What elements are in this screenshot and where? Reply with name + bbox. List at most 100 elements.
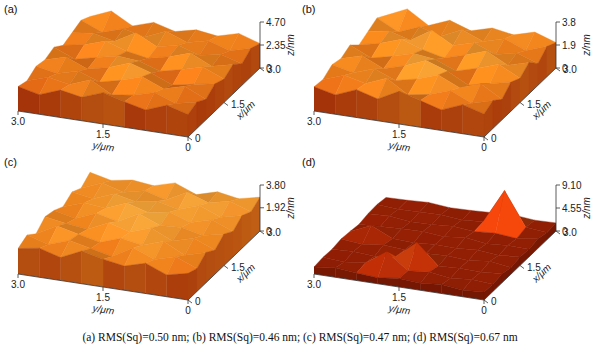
y-tick — [484, 300, 485, 304]
surface-wall — [242, 212, 251, 248]
y-tick-label: 3.0 — [11, 116, 25, 127]
y-tick-label: 0 — [481, 305, 487, 316]
y-tick — [314, 274, 315, 278]
z-tick — [556, 45, 560, 46]
figure-svg: 01.53.001.53.002.354.70x/μmy/μmz/nm(a)01… — [0, 0, 600, 351]
x-tick — [556, 231, 560, 234]
surface-cell — [136, 191, 166, 202]
z-tick-label: 4.55 — [562, 203, 582, 214]
surface-wall — [378, 91, 399, 124]
x-axis-line — [188, 231, 260, 300]
x-axis-title: x/μm — [529, 262, 553, 286]
surface-wall — [206, 250, 215, 283]
surface-wall — [511, 257, 520, 274]
y-tick-label: 1.5 — [96, 129, 110, 140]
z-tick-label: 2.35 — [266, 40, 286, 51]
y-tick — [399, 287, 400, 291]
z-tick-label: 0 — [266, 63, 272, 74]
x-tick-label: 0 — [491, 133, 497, 144]
surface-wall — [357, 90, 378, 121]
z-tick — [556, 208, 560, 209]
x-tick-label: 0 — [195, 133, 201, 144]
y-axis-title: y/μm — [387, 302, 411, 316]
surface-wall — [197, 252, 206, 291]
x-axis-title: x/μm — [529, 99, 553, 123]
surface-wall — [314, 87, 335, 114]
x-tick — [224, 266, 228, 269]
z-tick — [260, 185, 264, 186]
surface-wall — [242, 48, 251, 85]
y-tick-label: 0 — [185, 142, 191, 153]
surface-wall — [39, 248, 60, 280]
panel: 01.53.001.53.004.559.10x/μmy/μmz/nm(d) — [302, 156, 592, 317]
y-tick-label: 0 — [185, 305, 191, 316]
surface-cell — [72, 20, 102, 33]
surface-wall — [61, 90, 82, 121]
x-axis-line — [188, 68, 260, 137]
surface-wall — [233, 216, 242, 257]
z-tick-label: 1.92 — [266, 202, 286, 213]
x-axis-title: x/μm — [233, 262, 257, 286]
surface-wall — [420, 101, 441, 131]
y-axis-title: y/μm — [387, 139, 411, 153]
y-tick-label: 1.5 — [96, 292, 110, 303]
x-tick — [484, 300, 488, 303]
x-ticks: 01.53.0 — [188, 64, 281, 144]
x-tick — [520, 266, 524, 269]
z-tick-label: 1.9 — [562, 40, 576, 51]
z-axis-title: z/nm — [285, 34, 296, 57]
z-tick-label: 3.8 — [562, 17, 576, 28]
z-axis-title: z/nm — [581, 197, 592, 220]
panel: 01.53.001.53.002.354.70x/μmy/μmz/nm(a) — [4, 3, 296, 154]
x-tick-label: 0 — [195, 296, 201, 307]
y-tick-label: 1.5 — [392, 292, 406, 303]
surface-wall — [167, 273, 188, 300]
surface-cell — [496, 191, 526, 239]
figure: 01.53.001.53.002.354.70x/μmy/μmz/nm(a)01… — [0, 0, 600, 351]
x-tick — [260, 231, 264, 234]
surface-wall — [18, 87, 39, 115]
surface-wall — [61, 251, 82, 284]
z-tick — [556, 22, 560, 23]
surface-wall — [502, 82, 511, 120]
surface-wall — [511, 78, 520, 111]
x-ticks: 01.53.0 — [188, 227, 281, 307]
surface-wall — [146, 263, 167, 297]
surface-wall — [82, 251, 103, 287]
panel-title: (c) — [4, 156, 17, 168]
x-axis-line — [484, 231, 556, 300]
z-ticks: 04.559.10 — [556, 180, 582, 237]
surface-wall — [224, 231, 233, 265]
y-tick — [399, 124, 400, 128]
panel-title: (a) — [4, 3, 17, 15]
y-tick-label: 0 — [481, 142, 487, 153]
z-tick — [556, 68, 560, 69]
surface-wall — [529, 239, 538, 257]
y-ticks: 01.53.0 — [307, 274, 487, 316]
plot-area — [18, 11, 260, 137]
x-axis-line — [484, 68, 556, 137]
x-tick — [556, 68, 560, 71]
caption: (a) RMS(Sq)=0.50 nm; (b) RMS(Sq)=0.46 nm… — [82, 331, 517, 344]
x-axis-title: x/μm — [233, 99, 257, 123]
surface-wall — [251, 197, 260, 240]
surface-wall — [442, 105, 463, 134]
z-tick — [556, 231, 560, 232]
y-tick — [188, 300, 189, 304]
z-tick — [260, 45, 264, 46]
z-tick — [260, 231, 264, 232]
z-axis-title: z/nm — [581, 34, 592, 57]
panel: 01.53.001.53.001.93.8x/μmy/μmz/nm(b) — [302, 3, 592, 154]
y-tick — [484, 137, 485, 141]
z-tick-label: 9.10 — [562, 180, 582, 191]
z-ticks: 01.93.8 — [556, 17, 576, 74]
y-axis-title: y/μm — [91, 139, 115, 153]
x-tick — [188, 137, 192, 140]
surface-wall — [82, 93, 103, 124]
z-tick — [260, 68, 264, 69]
surface-wall — [188, 102, 197, 137]
y-tick — [103, 124, 104, 128]
z-tick-label: 3.80 — [266, 180, 286, 191]
surface-wall — [167, 105, 188, 137]
surface-wall — [224, 65, 233, 103]
